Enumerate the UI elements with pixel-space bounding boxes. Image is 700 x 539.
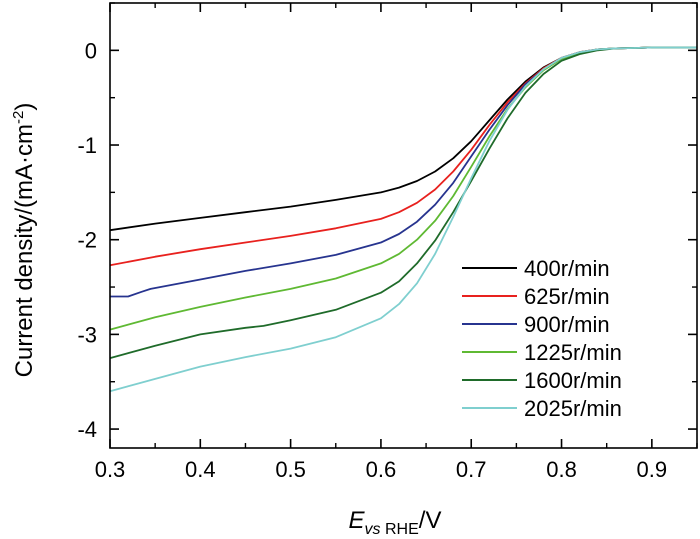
y-tick-label: -4 (77, 417, 97, 442)
x-axis-label-unit: /V (419, 507, 442, 534)
ticks-layer: 0.3 0.4 0.5 0.6 0.7 0.8 0.9 0 -1 -2 -3 -4 (77, 2, 698, 482)
series-layer (109, 46, 697, 393)
x-tick-label: 0.8 (546, 457, 577, 482)
x-tick-label: 0.7 (456, 457, 487, 482)
y-tick-label: -3 (77, 322, 97, 347)
y-axis-label-main: Current density/(mA·cm (11, 124, 38, 377)
legend-label: 900r/min (524, 312, 610, 337)
legend-label: 2025r/min (524, 396, 622, 421)
plot-frame (109, 2, 698, 449)
legend-label: 625r/min (524, 284, 610, 309)
y-axis-label: Current density/(mA·cm-2) (10, 103, 38, 378)
x-axis-label-sub: vs RHE (365, 521, 419, 538)
legend-label: 1225r/min (524, 340, 622, 365)
x-axis-label-main: E (349, 507, 366, 534)
series-line-1 (109, 46, 697, 232)
x-tick-label: 0.4 (185, 457, 216, 482)
x-tick-label: 0.9 (637, 457, 668, 482)
series-line-2 (109, 46, 697, 267)
legend-label: 1600r/min (524, 368, 622, 393)
x-tick-label: 0.5 (275, 457, 306, 482)
x-tick-label: 0.3 (95, 457, 126, 482)
series-line-6 (109, 46, 697, 393)
legend-label: 400r/min (524, 256, 610, 281)
y-tick-label: -1 (77, 133, 97, 158)
y-axis-label-sup: -2 (10, 111, 27, 124)
legend: 400r/min 625r/min 900r/min 1225r/min 1600r/m… (462, 256, 622, 421)
y-tick-label: -2 (77, 228, 97, 253)
y-axis-label-close: ) (11, 103, 38, 111)
x-tick-label: 0.6 (366, 457, 397, 482)
x-axis-label: Evs RHE/V (349, 507, 442, 538)
y-tick-label: 0 (85, 38, 97, 63)
